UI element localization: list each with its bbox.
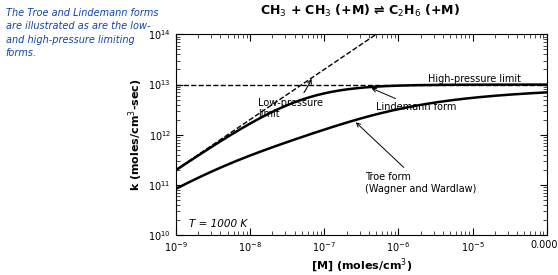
Text: Lindemann form: Lindemann form (372, 88, 456, 112)
Text: T = 1000 K: T = 1000 K (189, 219, 247, 229)
Text: High-pressure limit: High-pressure limit (428, 74, 521, 84)
Text: Low-pressure
limit: Low-pressure limit (258, 80, 324, 119)
Text: CH$_3$ + CH$_3$ (+M) ⇌ C$_2$H$_6$ (+M): CH$_3$ + CH$_3$ (+M) ⇌ C$_2$H$_6$ (+M) (260, 3, 460, 19)
X-axis label: [M] (moles/cm$^3$): [M] (moles/cm$^3$) (311, 257, 412, 275)
Text: The Troe and Lindemann forms
are illustrated as are the low-
and high-pressure l: The Troe and Lindemann forms are illustr… (6, 8, 158, 58)
Text: Troe form
(Wagner and Wardlaw): Troe form (Wagner and Wardlaw) (357, 123, 476, 194)
Y-axis label: k (moles/cm$^3$-sec): k (moles/cm$^3$-sec) (127, 78, 145, 191)
